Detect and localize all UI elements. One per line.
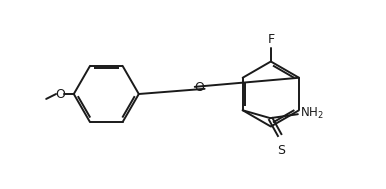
Text: F: F	[267, 33, 274, 46]
Text: O: O	[55, 88, 65, 101]
Text: O: O	[195, 81, 205, 94]
Text: S: S	[277, 144, 285, 157]
Text: NH$_2$: NH$_2$	[300, 106, 323, 121]
